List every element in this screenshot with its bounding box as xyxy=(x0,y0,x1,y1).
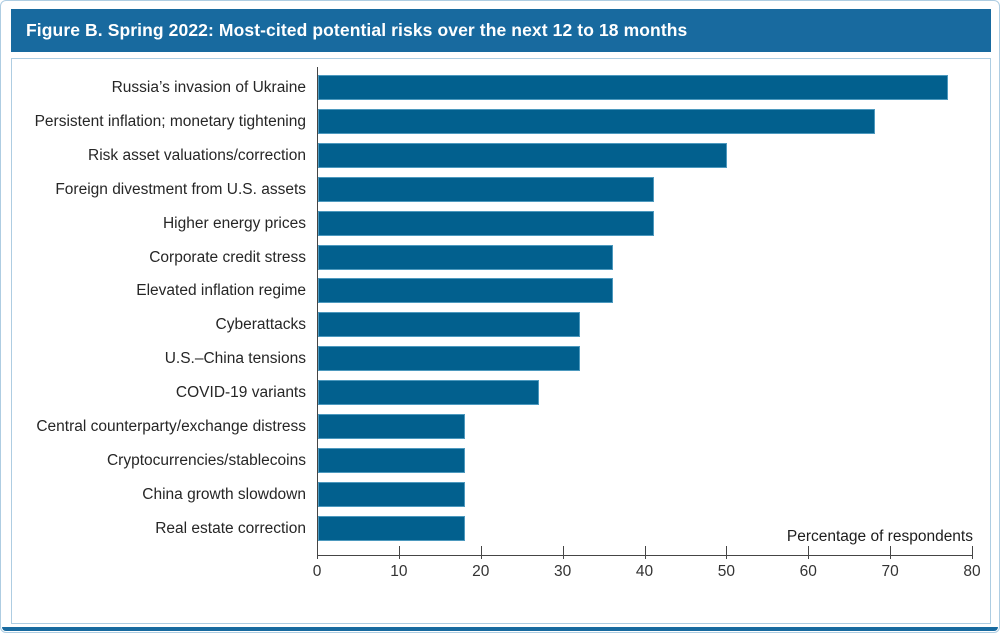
category-label: Real estate correction xyxy=(155,519,306,537)
category-label: Cyberattacks xyxy=(215,316,306,334)
bar-track xyxy=(318,176,973,202)
bar-track xyxy=(318,515,973,541)
axis-tick xyxy=(317,546,318,559)
category-label: Higher energy prices xyxy=(162,214,306,232)
bar-track xyxy=(318,414,973,439)
category-label: COVID-19 variants xyxy=(175,384,306,402)
bar-track xyxy=(318,210,973,236)
axis-tick xyxy=(398,546,400,559)
axis-tick xyxy=(644,546,646,559)
axis-tick xyxy=(890,546,892,559)
category-label: Cryptocurrencies/stablecoins xyxy=(106,451,306,469)
bar-track xyxy=(318,244,973,270)
bar xyxy=(318,346,580,372)
bar xyxy=(318,515,466,541)
figure-title-bar: Figure B. Spring 2022: Most-cited potent… xyxy=(11,9,991,52)
bar xyxy=(318,108,875,134)
category-label: Central counterparty/exchange distress xyxy=(36,418,306,435)
tick-label: 50 xyxy=(717,563,735,580)
tick-label: 70 xyxy=(881,563,899,580)
tick-label: 10 xyxy=(390,563,408,580)
axis-tick xyxy=(480,546,482,559)
bar xyxy=(318,447,466,473)
category-label: Russia’s invasion of Ukraine xyxy=(111,79,306,96)
tick-label: 80 xyxy=(963,563,981,580)
chart-area: Russia’s invasion of Ukraine Persistent i… xyxy=(11,58,991,624)
category-label: Persistent inflation; monetary tightenin… xyxy=(34,112,306,130)
tick-label: 0 xyxy=(312,563,322,580)
x-axis-label: Percentage of respondents xyxy=(786,528,973,545)
tick-label: 20 xyxy=(472,563,490,580)
tick-label: 30 xyxy=(554,563,572,580)
category-label: Corporate credit stress xyxy=(149,248,306,266)
figure-title: Figure B. Spring 2022: Most-cited potent… xyxy=(26,20,688,40)
category-label: China growth slowdown xyxy=(142,485,306,503)
bar xyxy=(318,176,654,202)
axis-tick xyxy=(808,546,810,559)
bar xyxy=(318,312,580,338)
tick-label: 60 xyxy=(799,563,817,580)
bar xyxy=(318,278,613,304)
bar-track xyxy=(318,75,973,100)
bar-track xyxy=(318,142,973,168)
category-label: Foreign divestment from U.S. assets xyxy=(55,180,306,198)
bar-track xyxy=(318,447,973,473)
bar-track xyxy=(318,312,973,338)
tick-label: 40 xyxy=(635,563,654,580)
bar xyxy=(318,380,540,406)
bar-track xyxy=(318,278,973,304)
bottom-accent-bar xyxy=(2,627,998,631)
y-axis-line xyxy=(317,67,318,556)
bar xyxy=(318,210,654,236)
bar xyxy=(318,414,466,439)
bar xyxy=(318,142,728,168)
bar-track xyxy=(318,108,973,134)
category-label: U.S.–China tensions xyxy=(164,350,306,368)
category-label: Risk asset valuations/correction xyxy=(88,146,306,164)
axis-tick xyxy=(972,546,973,559)
bar-track xyxy=(318,380,973,406)
bar xyxy=(318,244,613,270)
axis-tick xyxy=(562,546,564,559)
bar-track xyxy=(318,481,973,507)
bar-track xyxy=(318,346,973,372)
bar xyxy=(318,481,466,507)
category-label: Elevated inflation regime xyxy=(136,282,306,300)
axis-tick xyxy=(726,546,728,559)
bar xyxy=(318,75,949,100)
